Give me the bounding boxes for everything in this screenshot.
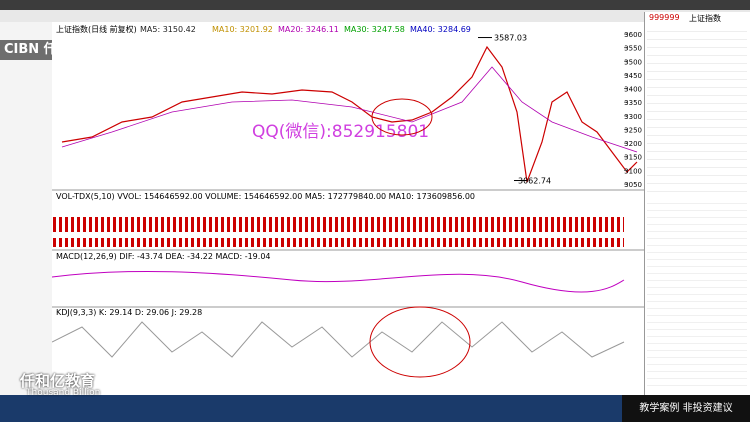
menu-bar: [0, 0, 750, 10]
tick-list: [647, 197, 747, 392]
volume-bars: [52, 217, 624, 247]
axis-label: 3450: [624, 72, 642, 80]
kdj-label: KDJ(9,3,3) K: 29.14 D: 29.06 J: 29.28: [56, 308, 202, 317]
annotation: [371, 98, 433, 136]
volume-label: VOL-TDX(5,10) VVOL: 154646592.00 VOLUME:…: [56, 192, 475, 201]
high-label: 3587.03: [494, 34, 527, 43]
annotation: [369, 306, 471, 378]
axis-label: 3100: [624, 167, 642, 175]
stock-code: 999999: [649, 13, 680, 22]
sidebar: [0, 22, 53, 395]
low-label: 3062.74: [518, 177, 551, 186]
chart-title: 上证指数(日线 前复权): [56, 24, 137, 34]
axis-label: 3600: [624, 31, 642, 39]
axis-label: 3300: [624, 113, 642, 121]
quote-panel: 999999 上证指数: [644, 12, 750, 395]
axis-label: 3400: [624, 86, 642, 94]
axis-label: 3550: [624, 45, 642, 53]
ma-line: [61, 66, 638, 153]
kdj-line: [52, 321, 625, 358]
axis-label: 3050: [624, 181, 642, 189]
notice: 教学案例 非投资建议: [622, 395, 750, 422]
ma-label: MA30: 3247.58: [344, 25, 405, 34]
price-line: [61, 45, 638, 183]
brand: 仟和亿教育: [20, 372, 96, 390]
axis-label: 3500: [624, 58, 642, 66]
ma-label: MA20: 3246.11: [278, 25, 339, 34]
chart-bg: [52, 22, 644, 395]
watermark: QQ(微信):852915801: [252, 122, 429, 142]
macd-label: MACD(12,26,9) DIF: -43.74 DEA: -34.22 MA…: [56, 252, 271, 261]
ma-label: MA10: 3201.92: [212, 25, 273, 34]
chart-area: 上证指数(日线 前复权) MA5: 3150.42 MA10: 3201.92 …: [52, 22, 644, 395]
stock-name: 上证指数: [689, 14, 721, 23]
axis-label: 3250: [624, 126, 642, 134]
ma-label: MA40: 3284.69: [410, 25, 471, 34]
axis-label: 3200: [624, 140, 642, 148]
axis-label: 3150: [624, 154, 642, 162]
brand-en: Thousand Billion: [26, 388, 101, 398]
quote-table: [647, 24, 747, 194]
axis-label: 3350: [624, 99, 642, 107]
macd-line: [52, 270, 625, 293]
ma-label: MA5: 3150.42: [140, 25, 196, 34]
